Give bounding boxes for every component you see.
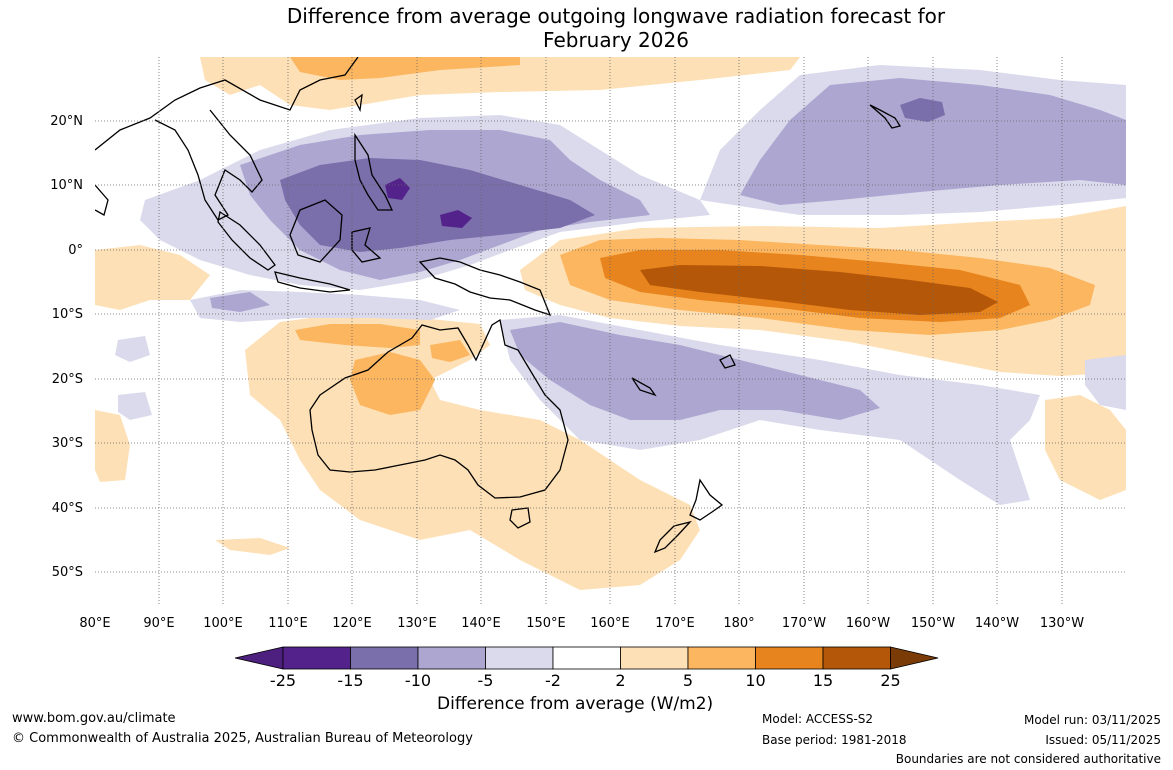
lon-label: 90°E (143, 616, 174, 631)
colorbar-swatch (417, 646, 486, 670)
positive-anomaly-south-indian (95, 410, 130, 482)
india-coastline (95, 184, 109, 216)
colorbar-tick: 5 (683, 671, 693, 690)
lon-label: 180° (723, 616, 754, 631)
colorbar-tick: -10 (405, 671, 431, 690)
lon-label: 160°W (846, 616, 890, 631)
lat-label: 0° (68, 243, 83, 258)
positive-anomaly-indian-ocean-west (95, 245, 210, 310)
new-guinea-coastline (418, 257, 552, 317)
colorbar-swatch (687, 646, 756, 670)
lat-label: 10°N (50, 178, 83, 193)
philippines-coastline (354, 132, 394, 211)
negative-anomaly-core (280, 158, 595, 252)
colorbar-swatch (485, 646, 554, 670)
colorbar-tick: 25 (880, 671, 900, 690)
lon-label: 100°E (203, 616, 243, 631)
colorbar-swatch (755, 646, 824, 670)
colorbar-tick: 2 (615, 671, 625, 690)
new-caledonia-coastline (631, 377, 657, 397)
lat-label: 20°S (52, 372, 83, 387)
colorbar (234, 646, 939, 670)
disclaimer-text: Boundaries are not considered authoritat… (895, 752, 1161, 766)
latitude-labels: 20°N 10°N 0° 10°S 20°S 30°S 40°S 50°S (50, 114, 83, 580)
negative-anomaly-extreme-2 (440, 210, 472, 228)
colorbar-swatch (552, 646, 621, 670)
lon-label: 80°E (79, 616, 110, 631)
negative-anomaly-north-pacific-patch (900, 98, 945, 122)
graticule (95, 57, 1126, 604)
website-link[interactable]: www.bom.gov.au/climate (12, 711, 176, 726)
new-zealand-coastline (653, 478, 724, 554)
colorbar-swatch (282, 646, 351, 670)
issued-text: Issued: 05/11/2025 (1045, 733, 1161, 747)
chart-title-line2: February 2026 (543, 28, 689, 52)
lon-label: 160°E (590, 616, 630, 631)
colorbar-tick: -5 (478, 671, 494, 690)
colorbar-label: Difference from average (W/m2) (437, 694, 714, 714)
lat-label: 50°S (52, 565, 83, 580)
negative-anomaly-far-se (1085, 355, 1126, 410)
lon-label: 170°E (655, 616, 695, 631)
australia-coastline (309, 318, 569, 499)
positive-anomaly-australia-mid (295, 324, 420, 348)
positive-anomaly-pacific-core (640, 265, 998, 315)
chart-title-line1: Difference from average outgoing longwav… (286, 4, 946, 28)
model-run-text: Model run: 03/11/2025 (1023, 713, 1161, 727)
taiwan-coastline (354, 93, 363, 113)
positive-anomaly-patch-south (215, 538, 290, 555)
negative-anomaly-extreme-1 (385, 178, 410, 200)
negative-anomaly-patch-sw (118, 392, 152, 420)
lat-label: 10°S (52, 307, 83, 322)
lon-label: 130°E (397, 616, 437, 631)
tasmania-coastline (509, 507, 531, 529)
colorbar-high-extension (890, 646, 939, 670)
colorbar-tick: -25 (270, 671, 296, 690)
asia-mainland-coastline (95, 57, 359, 221)
positive-anomaly-southeast-pacific (1045, 395, 1126, 500)
colorbar-low-extension (234, 646, 284, 670)
lat-label: 40°S (52, 501, 83, 516)
lon-label: 130°W (1040, 616, 1084, 631)
lon-label: 110°E (268, 616, 308, 631)
negative-anomaly-patch-west (115, 336, 150, 362)
chart-title: Difference from average outgoing longwav… (0, 4, 1173, 52)
negative-anomaly-patch-indian (210, 292, 270, 312)
base-period-text: Base period: 1981-2018 (762, 733, 907, 747)
colorbar-tick: -2 (545, 671, 561, 690)
lat-label: 20°N (50, 114, 83, 129)
colorbar-tick: 10 (745, 671, 765, 690)
colorbar-swatch (822, 646, 891, 670)
anomaly-shading (95, 57, 1126, 590)
colorbar-swatch (620, 646, 689, 670)
positive-anomaly-north-mid (290, 57, 520, 80)
negative-anomaly-south-pacific-mid (510, 322, 880, 420)
lon-label: 120°E (332, 616, 372, 631)
hawaii-coastline (869, 104, 902, 129)
model-text: Model: ACCESS-S2 (762, 712, 874, 726)
colorbar-tick: -15 (337, 671, 363, 690)
coastlines (95, 57, 902, 554)
lon-label: 140°E (461, 616, 501, 631)
borneo-coastline (289, 199, 343, 263)
lon-label: 140°W (975, 616, 1019, 631)
colorbar-swatch (350, 646, 419, 670)
positive-anomaly-australia-ne (430, 340, 470, 362)
copyright-text: © Commonwealth of Australia 2025, Austra… (12, 731, 473, 746)
lon-label: 150°E (526, 616, 566, 631)
lat-label: 30°S (52, 436, 83, 451)
colorbar-ticks: -25 -15 -10 -5 -2 2 5 10 15 25 (270, 671, 901, 690)
colorbar-tick: 15 (813, 671, 833, 690)
lon-label: 170°W (782, 616, 826, 631)
fiji-coastline (719, 354, 736, 369)
lon-label: 150°W (911, 616, 955, 631)
java-coastline (274, 271, 351, 293)
longitude-labels: 80°E 90°E 100°E 110°E 120°E 130°E 140°E … (79, 616, 1084, 631)
